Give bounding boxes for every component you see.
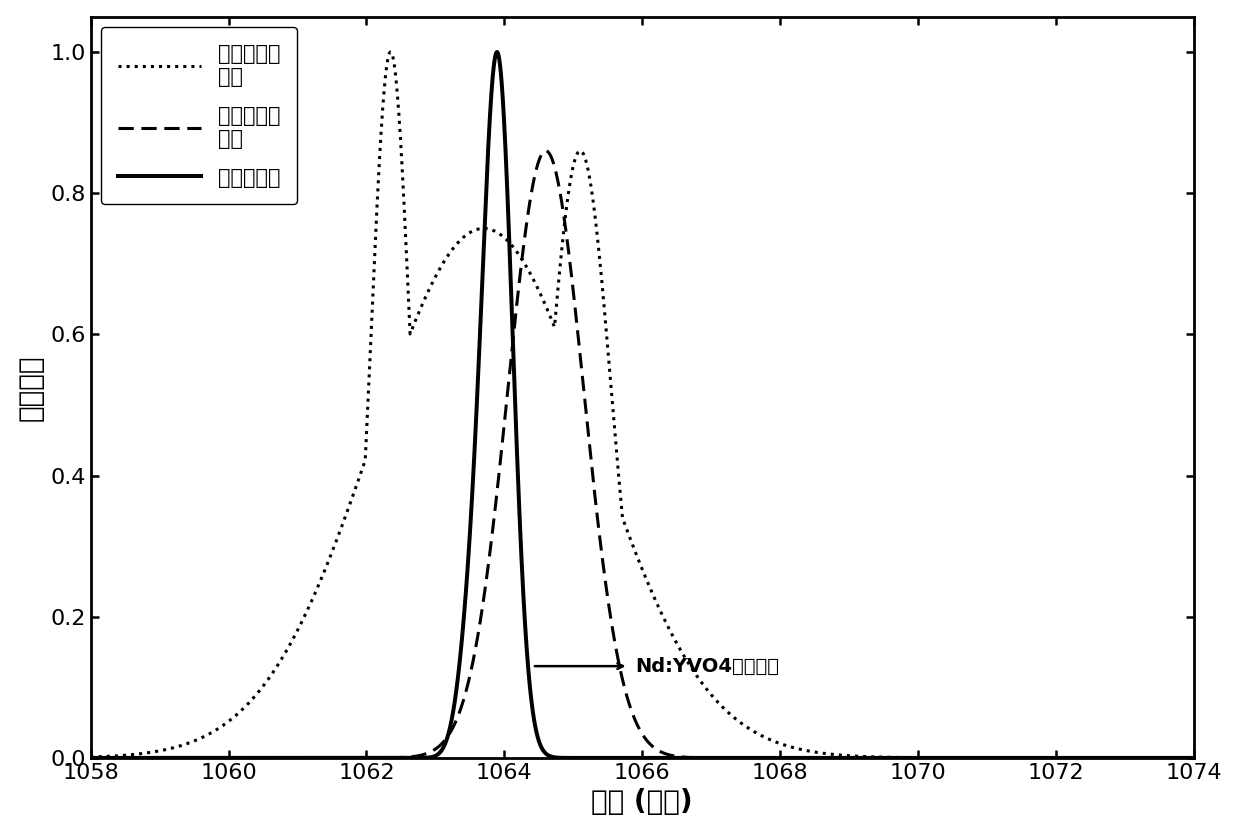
激光振荡器 [1075,753,1090,763]
激光振荡器 [489,47,504,57]
激光振荡器 [83,753,98,763]
激光振荡器 [873,753,888,763]
二级啁啾放
大器 [358,447,373,457]
一级啁啾放
大器 [792,753,807,763]
一级啁啾放
大器 [1187,753,1202,763]
Legend: 二级啁啾放
大器, 一级啁啾放
大器, 激光振荡器: 二级啁啾放 大器, 一级啁啾放 大器, 激光振荡器 [102,27,297,204]
一级啁啾放
大器 [1115,753,1130,763]
二级啁啾放
大器 [1187,753,1202,763]
二级啁啾放
大器 [873,752,888,762]
一级啁啾放
大器 [751,753,766,763]
激光振荡器 [1115,753,1130,763]
Line: 二级啁啾放
大器: 二级啁啾放 大器 [90,52,1194,758]
一级啁啾放
大器 [83,753,98,763]
二级啁啾放
大器 [83,752,98,762]
一级啁啾放
大器 [538,146,553,156]
Text: Nd:YVO4增益带宽: Nd:YVO4增益带宽 [636,656,779,676]
激光振荡器 [792,753,807,763]
X-axis label: 波长 (纳米): 波长 (纳米) [591,788,693,816]
二级啁啾放
大器 [1115,753,1130,763]
Line: 一级啁啾放
大器: 一级啁啾放 大器 [90,151,1194,758]
一级啁啾放
大器 [873,753,888,763]
一级啁啾放
大器 [605,624,620,634]
激光振荡器 [358,753,373,763]
Y-axis label: 相对强度: 相对强度 [16,354,45,421]
二级啁啾放
大器 [751,729,766,739]
二级啁啾放
大器 [792,744,807,754]
激光振荡器 [1187,753,1202,763]
一级啁啾放
大器 [358,753,373,763]
二级啁啾放
大器 [383,47,398,57]
Line: 激光振荡器: 激光振荡器 [90,52,1194,758]
激光振荡器 [751,753,766,763]
二级啁啾放
大器 [605,400,620,410]
激光振荡器 [605,753,620,763]
